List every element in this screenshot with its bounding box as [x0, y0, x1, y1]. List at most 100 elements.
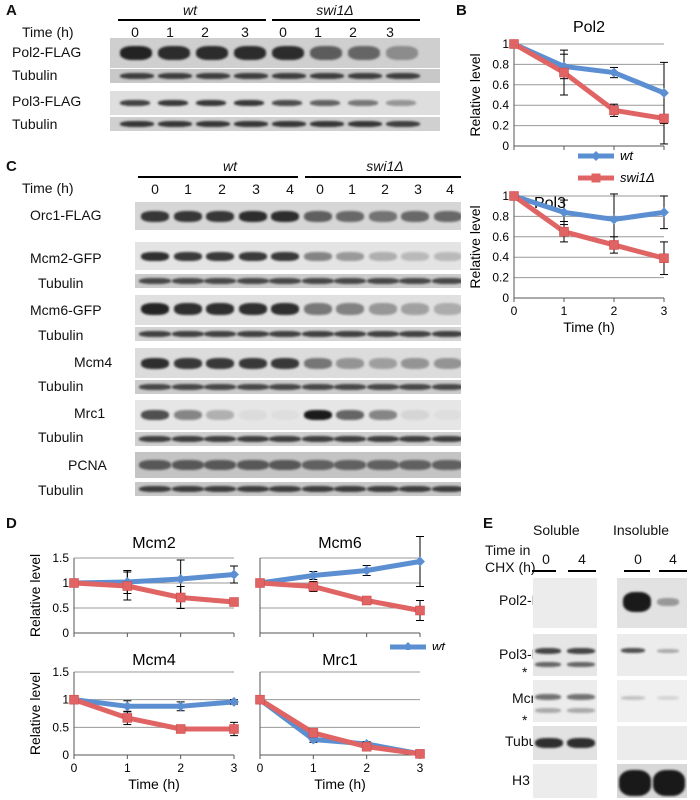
x-tick-label: 0 — [71, 761, 78, 775]
blot-orc1-flag-band — [433, 211, 461, 222]
panel-e-bar — [532, 570, 556, 572]
blot-pcna-band — [431, 460, 461, 470]
panel-e-time-tick: 0 — [634, 551, 642, 567]
blot-pol3-flag-band — [310, 100, 340, 106]
blot-orc1-flag-band — [206, 211, 234, 222]
panel-a-time-tick: 3 — [241, 24, 249, 40]
blot-e-mcm4-sol-band — [567, 694, 595, 700]
x-axis-label: Time (h) — [128, 776, 180, 792]
blot-tubulin-c5-band — [236, 486, 269, 492]
data-point-swi1 — [175, 724, 186, 734]
chart-title: Mcm2 — [132, 535, 176, 552]
blot-tubulin-a1-band — [196, 73, 230, 79]
blot-orc1-flag-band — [401, 211, 429, 222]
blot-e-mcm4-sol — [533, 680, 597, 722]
blot-pol3-flag-band — [196, 100, 226, 106]
blot-mrc1-band — [206, 410, 234, 420]
series-line-wt — [512, 41, 665, 96]
blot-e-pol2-sol — [533, 578, 597, 628]
blot-mrc1-band — [401, 410, 429, 420]
blot-e-pol3-insol-band — [657, 649, 679, 653]
blot-tubulin-a2-band — [234, 121, 268, 127]
blot-tubulin-c1-band — [431, 278, 461, 284]
chart-mrc1: 0 1 2 3 Mrc1 Time (h) — [255, 652, 425, 792]
data-point-wt — [175, 574, 186, 584]
data-point-swi1 — [559, 67, 569, 78]
blot-mcm6-gfp-band — [206, 303, 234, 315]
series-line-swi1 — [73, 697, 234, 732]
blot-tubulin-c4-band — [431, 436, 461, 442]
blot-tubulin-a2 — [110, 117, 440, 131]
blot-tubulin-c3-band — [334, 384, 366, 390]
panel-c-strain-wt: wt — [223, 158, 237, 174]
blot-tubulin-a1-band — [120, 73, 154, 79]
blot-tubulin-a1-band — [272, 73, 306, 79]
blot-mcm4-band — [141, 358, 169, 369]
panel-letter-e: E — [483, 515, 494, 532]
panel-a-wt-bar — [118, 19, 266, 21]
blot-mcm4-band — [206, 358, 234, 369]
blot-tubulin-a2-band — [120, 121, 154, 127]
panel-e-time-tick: 0 — [542, 551, 550, 567]
blot-e-pol3-insol — [617, 634, 687, 676]
blot-tubulin-c4-band — [171, 436, 204, 442]
blot-e-mcm4-insol — [617, 680, 687, 722]
blot-row-label: Tubulin — [38, 378, 84, 394]
y-tick-label: 1 — [502, 189, 509, 203]
blot-orc1-flag-band — [336, 211, 364, 222]
blot-tubulin-a2-band — [272, 121, 306, 127]
blot-tubulin-c2-band — [399, 331, 431, 337]
blot-e-mcm4-insol-band — [657, 696, 679, 700]
blot-row-label: Tubulin — [38, 275, 84, 291]
data-point-swi1 — [175, 592, 186, 603]
blot-tubulin-c1-band — [399, 278, 431, 284]
blot-tubulin-c2-band — [204, 331, 236, 337]
blot-mcm6-gfp-band — [238, 303, 267, 315]
panel-a-strain-wt: wt — [183, 2, 197, 18]
blot-tubulin-c2-band — [366, 331, 399, 337]
blot-tubulin-a2-band — [158, 121, 192, 127]
blot-row-label: Mrc1 — [74, 405, 106, 421]
panel-c-mut-bar — [305, 176, 461, 178]
blot-row-label: * — [522, 664, 528, 680]
panel-c-time-tick: 0 — [316, 181, 324, 197]
blot-pol3-flag-band — [120, 100, 150, 106]
blot-tubulin-c1-band — [204, 278, 236, 284]
panel-e-soluble-label: Soluble — [533, 522, 580, 538]
series-line-wt — [73, 697, 235, 709]
data-point-swi1 — [659, 113, 669, 124]
data-point-wt — [175, 701, 186, 712]
blot-mcm2-gfp-band — [141, 252, 169, 261]
series-line-swi1 — [512, 41, 665, 121]
blot-pol2-flag-band — [120, 46, 152, 60]
data-point-swi1 — [659, 253, 669, 263]
panel-c-time-tick: 1 — [348, 181, 356, 197]
blot-row-label: Orc1-FLAG — [30, 207, 102, 223]
data-point-swi1 — [255, 578, 265, 588]
x-tick-label: 3 — [661, 304, 668, 318]
x-axis-label: Time (h) — [563, 319, 615, 335]
blot-mcm4 — [135, 348, 461, 378]
x-tick-label: 2 — [177, 761, 184, 775]
panel-a-strain-mut: swi1Δ — [316, 2, 354, 18]
blot-mcm6-gfp-band — [368, 303, 397, 315]
blot-row-label: H3 — [512, 772, 530, 788]
blot-row-label: * — [522, 712, 528, 728]
blot-mcm6-gfp-band — [141, 303, 169, 315]
panel-a-time-tick: 3 — [386, 24, 394, 40]
blot-pol2-flag-band — [234, 46, 266, 60]
blot-tubulin-c4-band — [139, 436, 171, 442]
blot-mcm6-gfp-band — [271, 303, 299, 315]
blot-e-tubulin-sol-band — [535, 738, 563, 748]
data-point-swi1 — [361, 595, 372, 606]
panel-c-wt-bar — [138, 176, 298, 178]
blot-mrc1-band — [336, 410, 364, 420]
y-tick-label: 0.5 — [52, 720, 69, 734]
panel-e-insoluble-label: Insoluble — [613, 522, 670, 538]
blot-tubulin-c4-band — [399, 436, 431, 442]
y-tick-label: 1 — [62, 576, 69, 590]
blot-e-tubulin-sol — [533, 726, 597, 760]
series-line-wt — [259, 559, 421, 586]
x-tick-label: 1 — [561, 304, 568, 318]
blot-tubulin-c4-band — [269, 436, 301, 442]
